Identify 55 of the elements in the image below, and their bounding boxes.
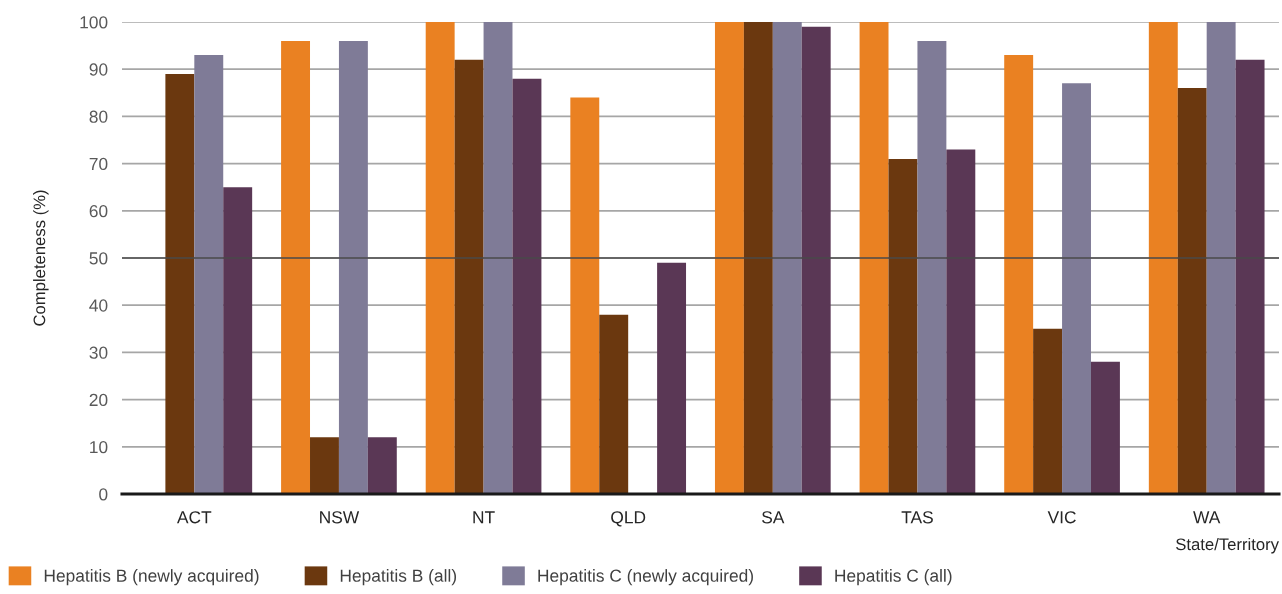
y-axis-title: Completeness (%) [33, 190, 49, 326]
legend-label: Hepatitis B (newly acquired) [44, 569, 259, 586]
bar [165, 73, 195, 494]
bar [512, 78, 542, 494]
x-tick-label: NSW [320, 511, 360, 524]
y-tick-label: 80 [89, 110, 108, 123]
bar [714, 22, 744, 494]
x-tick-label: SA [762, 511, 785, 524]
y-tick-label: 100 [80, 16, 108, 29]
bar [657, 262, 687, 494]
bar [1177, 88, 1207, 494]
bar [772, 22, 802, 494]
bar [599, 314, 629, 494]
y-tick-label: 70 [89, 157, 108, 171]
bar [310, 437, 339, 494]
legend-label: Hepatitis C (all) [835, 569, 952, 586]
bar [223, 187, 253, 494]
bar [425, 22, 455, 494]
bar [483, 22, 513, 494]
bar [1004, 55, 1034, 494]
y-tick-label: 10 [90, 440, 108, 454]
bar [1235, 59, 1265, 494]
x-tick-label: QLD [611, 511, 646, 527]
bar [1206, 22, 1236, 494]
x-tick-label: ACT [176, 511, 212, 524]
bar [454, 59, 484, 494]
bar [1090, 361, 1120, 494]
bar [194, 55, 224, 494]
bar [917, 40, 947, 494]
y-tick-label: 0 [99, 488, 108, 501]
bar [367, 437, 397, 494]
y-tick-label: 60 [89, 204, 108, 218]
bar [946, 149, 976, 494]
bar [801, 26, 831, 494]
bar [888, 158, 918, 494]
legend-label: Hepatitis C (newly acquired) [538, 569, 753, 586]
bar [1148, 22, 1178, 494]
y-tick-label: 20 [89, 393, 108, 407]
legend-label: Hepatitis B (all) [340, 569, 457, 586]
x-tick-label: NT [473, 511, 495, 524]
x-axis-title: State/Territory [1176, 537, 1279, 554]
bar [570, 97, 600, 494]
bar [1062, 83, 1091, 494]
x-tick-label: WA [1193, 511, 1221, 524]
bar [338, 40, 368, 494]
y-tick-label: 40 [89, 299, 108, 312]
bar [1033, 328, 1063, 494]
y-tick-label: 30 [89, 346, 108, 359]
x-tick-label: VIC [1047, 511, 1076, 524]
y-tick-label: 90 [89, 63, 108, 76]
y-tick-label: 50 [89, 252, 108, 265]
bar [743, 22, 773, 494]
x-tick-label: TAS [901, 511, 933, 524]
bar [281, 40, 311, 494]
bar [859, 22, 889, 494]
